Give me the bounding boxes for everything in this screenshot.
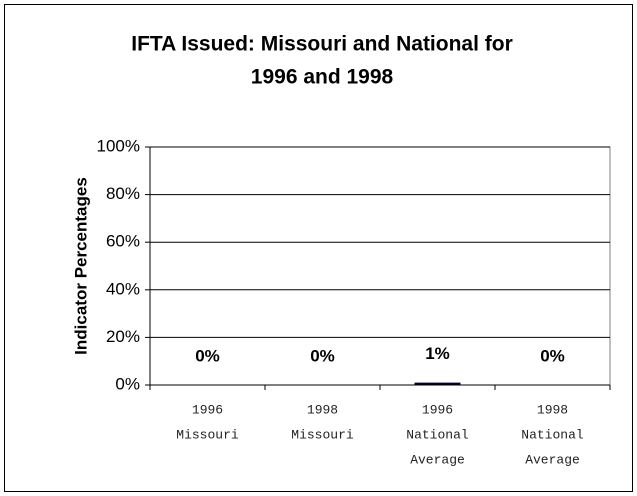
y-tick-label: 80% [106,184,140,203]
chart-title: 1996 and 1998 [251,66,394,89]
chart-title: IFTA Issued: Missouri and National for [131,33,513,56]
x-tick-label: 1996 [192,402,223,417]
y-tick-label: 100% [97,136,140,155]
x-tick-label: Missouri [291,427,354,442]
x-tick-label: 1996 [422,402,453,417]
x-tick-label: Missouri [176,427,239,442]
x-tick-label: National [406,427,469,442]
value-label: 0% [195,346,220,365]
value-label: 1% [425,344,450,363]
y-axis-label: Indicator Percentages [71,177,90,355]
chart-border [4,4,633,492]
value-label: 0% [540,346,565,365]
bar [414,382,461,385]
value-label: 0% [310,346,335,365]
y-tick-label: 0% [115,374,140,393]
y-tick-label: 40% [106,279,140,298]
x-tick-label: Average [525,452,580,467]
x-tick-label: Average [410,452,465,467]
y-tick-label: 20% [106,327,140,346]
x-tick-label: 1998 [537,402,568,417]
x-tick-label: 1998 [307,402,338,417]
y-tick-label: 60% [106,232,140,251]
x-tick-label: National [521,427,584,442]
